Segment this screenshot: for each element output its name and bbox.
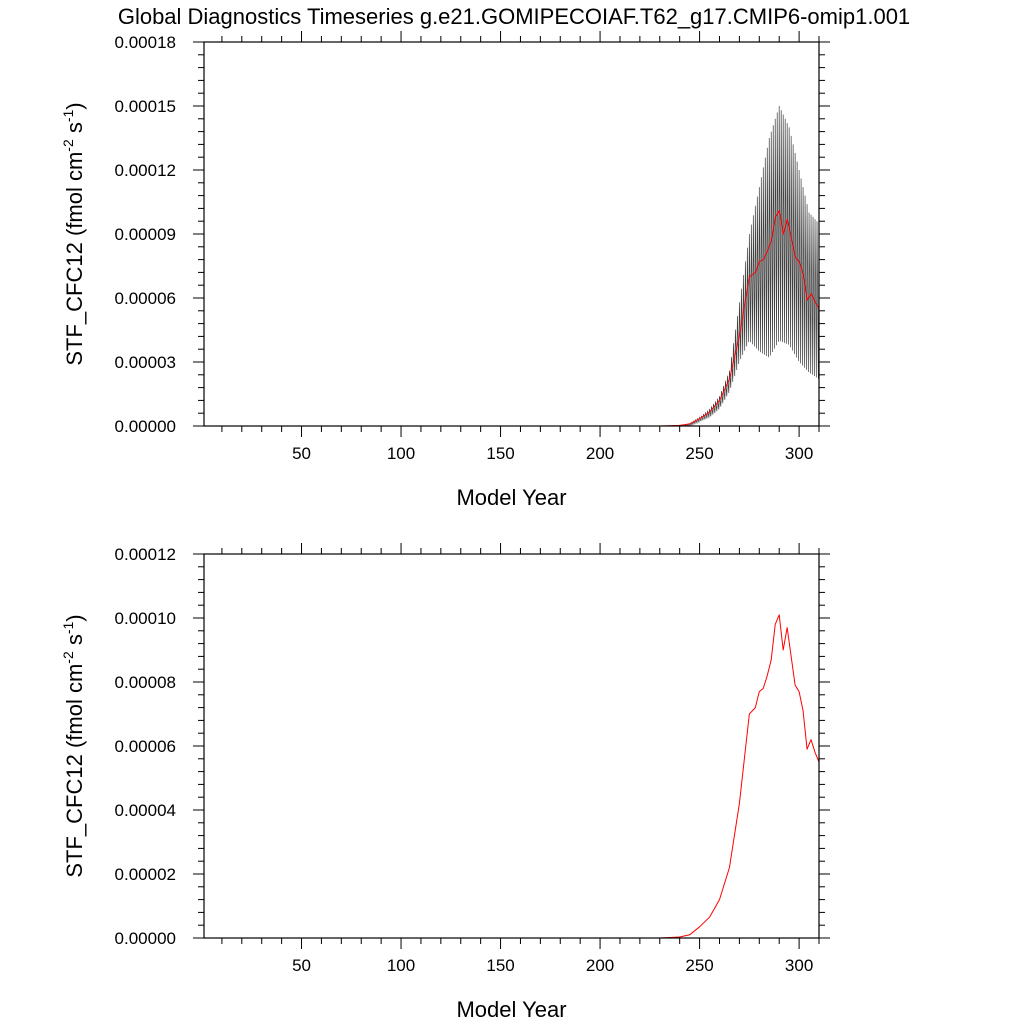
x-tick-label: 150 (486, 956, 514, 975)
panel-bottom: 50 100 150 200 250 300 0.00000 0.00002 0.00004 0.… (60, 543, 830, 1022)
x-tick-label: 150 (486, 444, 514, 463)
annual-mean-series-line (204, 210, 820, 427)
panel-top: 50 100 150 200 250 300 0.00000 0.00003 0.00006 0.… (60, 31, 830, 510)
y-tick-label: 0.00002 (115, 865, 176, 884)
y-axis-label-exponent: -2 (60, 139, 76, 152)
y-tick-label: 0.00012 (115, 545, 176, 564)
y-tick-label: 0.00003 (115, 353, 176, 372)
x-tick-label: 100 (387, 956, 415, 975)
y-tick-label: 0.00000 (115, 929, 176, 948)
y-tick-label: 0.00018 (115, 33, 176, 52)
x-tick-label: 50 (292, 956, 311, 975)
monthly-series-line (659, 105, 820, 427)
plot-area-top (204, 105, 820, 427)
x-tick-label: 250 (685, 444, 713, 463)
x-tick-label: 200 (586, 444, 614, 463)
y-axis-label-bottom: STF_CFC12 (fmol cm-2 s-1) (60, 614, 87, 877)
y-axis-label-main: STF_CFC12 (fmol cm (62, 664, 87, 878)
x-tick-label: 50 (292, 444, 311, 463)
x-tick-label: 300 (785, 956, 813, 975)
axes-frame-bottom (203, 553, 820, 939)
y-tick-label: 0.00006 (115, 289, 176, 308)
plot-area-bottom (204, 614, 820, 939)
y-axis-label-top: STF_CFC12 (fmol cm-2 s-1) (60, 102, 87, 365)
annual-mean-series-line (204, 614, 820, 939)
ticks-bottom: 50 100 150 200 250 300 0.00000 0.00002 0.00004 0.… (115, 543, 830, 975)
y-tick-label: 0.00009 (115, 225, 176, 244)
y-axis-label-exponent: -2 (60, 651, 76, 664)
y-tick-label: 0.00008 (115, 673, 176, 692)
ticks-top: 50 100 150 200 250 300 0.00000 0.00003 0.00006 0.… (115, 31, 830, 463)
axes-frame-top (203, 41, 820, 427)
y-tick-label: 0.00004 (115, 801, 176, 820)
y-axis-label-mid: s (62, 634, 87, 651)
figure-title: Global Diagnostics Timeseries g.e21.GOMI… (118, 4, 910, 29)
y-axis-label-exponent: -1 (60, 621, 76, 634)
y-axis-label-end: ) (62, 102, 87, 109)
x-tick-label: 250 (685, 956, 713, 975)
x-tick-label: 100 (387, 444, 415, 463)
y-tick-label: 0.00006 (115, 737, 176, 756)
x-tick-label: 300 (785, 444, 813, 463)
y-axis-label-main: STF_CFC12 (fmol cm (62, 152, 87, 366)
y-tick-label: 0.00012 (115, 161, 176, 180)
y-tick-label: 0.00015 (115, 97, 176, 116)
y-axis-label-exponent: -1 (60, 109, 76, 122)
x-tick-label: 200 (586, 956, 614, 975)
y-axis-label-mid: s (62, 122, 87, 139)
x-axis-label-top: Model Year (456, 485, 566, 510)
x-axis-label-bottom: Model Year (456, 997, 566, 1022)
y-axis-label-end: ) (62, 614, 87, 621)
y-tick-label: 0.00000 (115, 417, 176, 436)
y-tick-label: 0.00010 (115, 609, 176, 628)
